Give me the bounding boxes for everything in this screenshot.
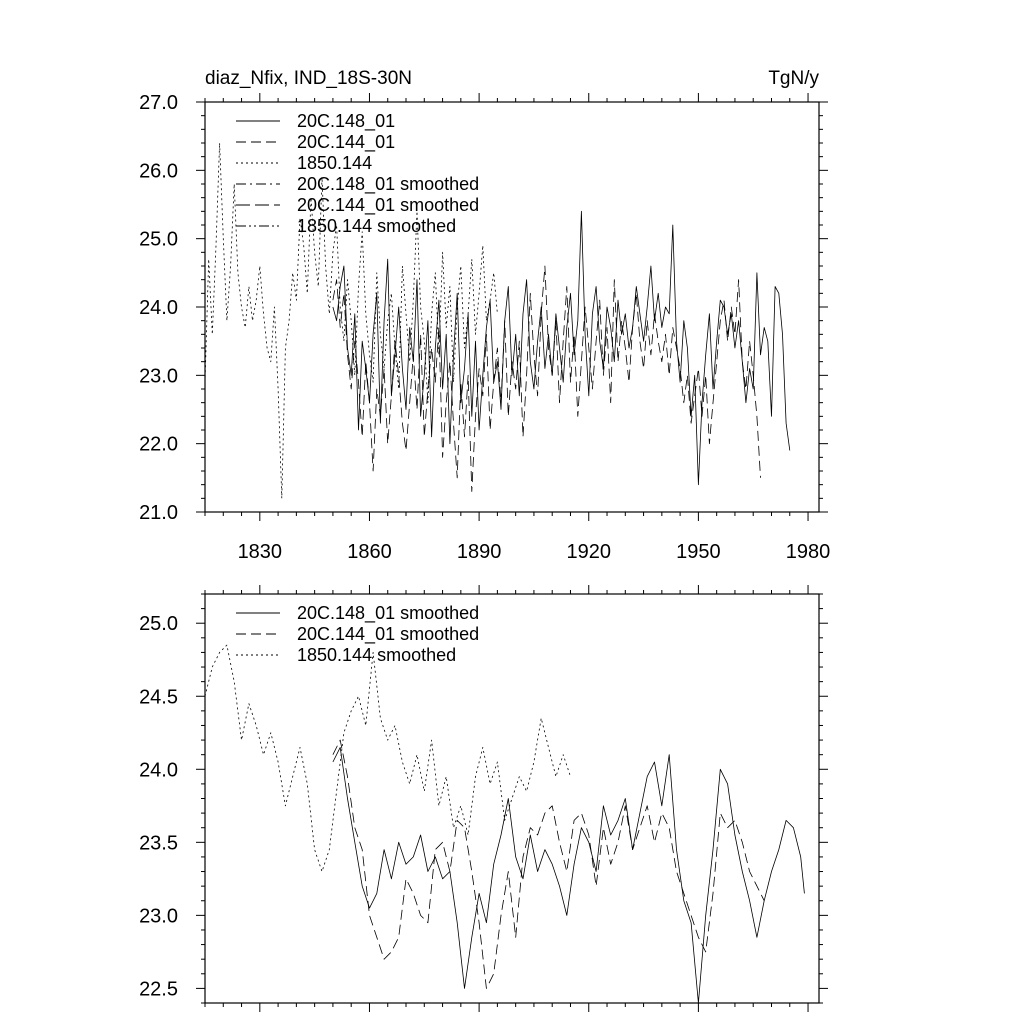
series-line-1850-144 [204,142,498,499]
legend-label: 1850.144 smoothed [297,216,456,236]
y-tick-label: 24.0 [139,297,178,319]
chart-title-right: TgN/y [768,68,819,89]
top-panel: 1830 1860 1890 1920 1950 1980 21.0 22.0 23.0 24.0… [139,92,830,563]
y-tick-label: 25.0 [139,229,178,251]
x-tick-label: 1890 [457,541,502,563]
bottom-panel: 22.5 23.0 23.5 24.0 24.5 25.0 20C.148_01 smoot… [139,585,828,1012]
legend-label: 20C.148_01 [297,111,395,132]
y-tick-label: 27.0 [139,92,178,114]
y-tick-label: 25.0 [139,613,178,635]
x-tick-label: 1950 [676,541,721,563]
series-line-20c-144-01-smoothed [332,739,765,989]
legend-label: 1850.144 smoothed [297,645,456,665]
legend-label: 20C.144_01 [297,132,395,153]
y-tick-label: 23.0 [139,905,178,927]
y-tick-label: 26.0 [139,160,178,182]
y-tick-label: 24.5 [139,686,178,708]
series-line-20c-144-01 [332,265,761,492]
y-tick-label: 23.5 [139,832,178,854]
legend-label: 20C.148_01 smoothed [297,174,479,195]
series-line-20c-148-01-smoothed [332,747,805,1004]
legend-label: 20C.144_01 smoothed [297,195,479,216]
legend-label: 1850.144 [297,153,372,173]
legend-label: 20C.148_01 smoothed [297,603,479,624]
y-tick-label: 21.0 [139,502,178,524]
chart-title-left: diaz_Nfix, IND_18S-30N [205,68,412,89]
y-tick-label: 24.0 [139,759,178,781]
y-tick-label: 22.0 [139,434,178,456]
x-tick-label: 1830 [238,541,283,563]
x-tick-label: 1920 [567,541,612,563]
legend-label: 20C.144_01 smoothed [297,624,479,645]
y-tick-label: 23.0 [139,365,178,387]
x-tick-label: 1860 [347,541,392,563]
series-line-1850-144-smoothed [204,644,571,872]
series-line-20c-148-01 [332,210,791,486]
y-tick-label: 22.5 [139,978,178,1000]
x-tick-label: 1980 [786,541,831,563]
